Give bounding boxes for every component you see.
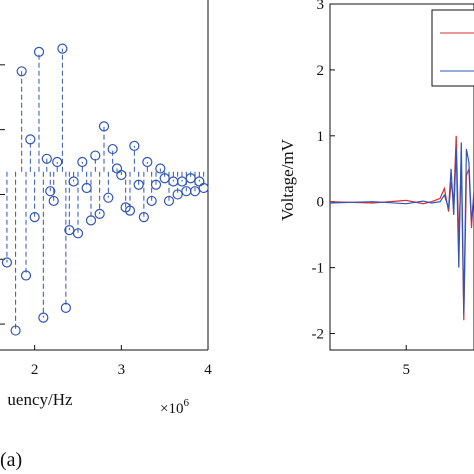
stem-marker [45, 186, 56, 197]
right-y-tick-label: -2 [312, 327, 325, 343]
stem-marker [146, 195, 157, 207]
stem-marker [189, 186, 201, 197]
stem-marker [10, 325, 21, 336]
stem-marker [16, 66, 27, 77]
stem-marker [77, 156, 88, 168]
stem-marker [85, 215, 97, 226]
panel-label: (a) [0, 449, 22, 471]
stem-marker [72, 228, 84, 239]
stem-marker [185, 173, 196, 184]
right-y-tick-label: -1 [312, 261, 325, 277]
stem-marker [103, 192, 114, 203]
stem-marker [33, 46, 45, 57]
stem-marker [198, 182, 209, 194]
stem-marker [172, 189, 183, 200]
left-x-tick-label: 4 [204, 362, 212, 378]
stem-marker [90, 150, 101, 161]
right-line-series [329, 135, 474, 321]
stem-marker [94, 208, 105, 219]
right-y-tick-label: 2 [317, 63, 325, 79]
right-x-tick-label: 5 [402, 362, 410, 378]
stem-marker [98, 121, 110, 132]
stem-marker [57, 43, 68, 54]
right-axes: 3 2 1 0 -1 -2 5 Voltage/mV [278, 0, 474, 378]
legend-box [431, 9, 474, 87]
stem-marker [20, 270, 32, 281]
stem-marker [155, 163, 166, 174]
right-y-tick-label: 1 [317, 129, 325, 145]
left-axes: 2 3 4 uency/Hz ×106 (a) [0, 0, 212, 471]
stem-marker [163, 195, 175, 207]
legend [431, 9, 474, 87]
left-x-axis-label: uency/Hz [7, 390, 73, 409]
stem-marker [142, 156, 153, 168]
stem-marker [52, 156, 63, 168]
stem-marker [38, 312, 49, 323]
right-ticks: 3 2 1 0 -1 -2 5 [312, 0, 410, 378]
stem-marker [129, 140, 140, 151]
left-x-multiplier: ×106 [160, 397, 189, 417]
stem-marker [124, 205, 136, 216]
stem-marker [1, 257, 13, 268]
stem-marker [150, 179, 162, 190]
left-x-ticks: 2 3 4 [0, 64, 212, 378]
series-line-blue [329, 142, 474, 314]
right-y-tick-label: 3 [317, 0, 325, 13]
left-stem-series [1, 43, 209, 336]
stem-marker [64, 224, 75, 236]
stem-marker [60, 302, 71, 313]
stem-marker [41, 153, 52, 164]
series-line-red [329, 135, 474, 321]
right-y-axis-label: Voltage/mV [278, 138, 297, 221]
stem-marker [29, 212, 40, 223]
stem-marker [133, 179, 144, 190]
stem-marker [25, 134, 36, 145]
stem-marker [48, 195, 59, 207]
stem-marker [138, 212, 149, 223]
right-y-tick-label: 0 [317, 195, 325, 211]
stem-marker [159, 173, 170, 184]
stem-marker [107, 143, 118, 155]
left-x-tick-label: 2 [31, 362, 39, 378]
right-plot-frame [329, 3, 474, 351]
left-x-tick-label: 3 [118, 362, 126, 378]
